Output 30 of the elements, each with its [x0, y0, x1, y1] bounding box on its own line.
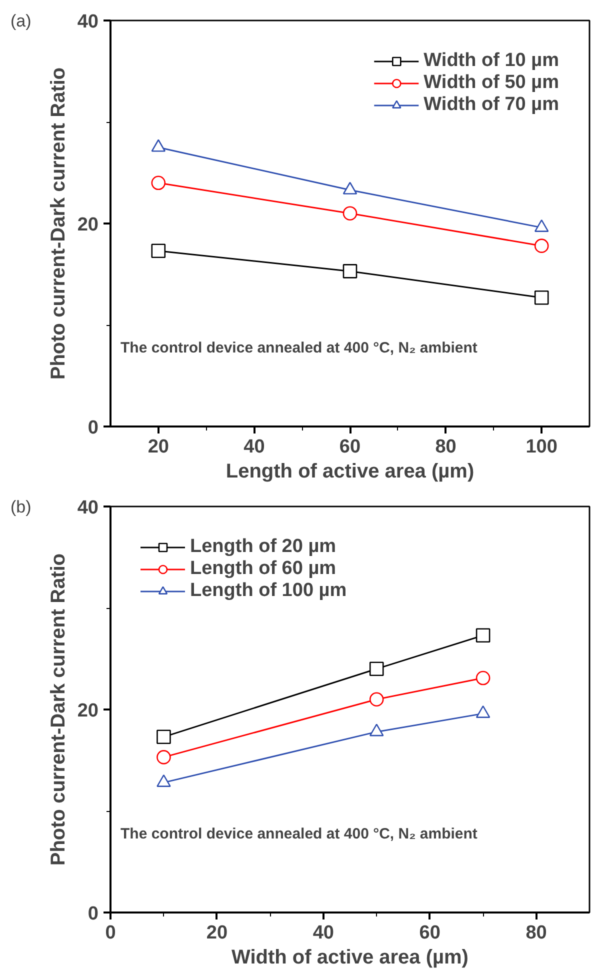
y-tick-label: 40 — [77, 12, 99, 32]
text: (b) — [10, 498, 32, 516]
x-tick-label: 60 — [339, 436, 361, 458]
x-tick-label: 20 — [206, 922, 228, 944]
y-tick-label: 0 — [88, 904, 99, 924]
y-tick-label: 0 — [88, 418, 99, 438]
y-tick-label: 20 — [77, 214, 99, 236]
legend-label: Length of 60 µm — [190, 558, 336, 580]
x-tick-label: 80 — [526, 922, 547, 944]
y-axis-title: Photo current-Dark current Ratio — [47, 553, 70, 866]
text: (a) — [10, 12, 32, 30]
legend-label: Width of 50 µm — [424, 72, 559, 94]
x-axis-title: Width of active area (µm) — [232, 946, 468, 968]
x-tick-label: 40 — [312, 922, 334, 944]
y-tick-label: 20 — [77, 700, 99, 722]
legend-label: Width of 70 µm — [424, 94, 559, 116]
x-tick-label: 100 — [526, 436, 558, 458]
x-tick-label: 40 — [244, 436, 265, 458]
annotation: The control device annealed at 400 °C, N₂ ambient — [120, 826, 478, 842]
legend-label: Length of 20 µm — [190, 536, 336, 558]
x-tick-label: 20 — [148, 436, 169, 458]
annotation: The control device annealed at 400 °C, N₂ ambient — [120, 340, 478, 356]
x-axis-title: Length of active area (µm) — [226, 460, 474, 482]
y-tick-label: 40 — [77, 498, 99, 518]
legend-label: Length of 100 µm — [190, 580, 347, 602]
legend-label: Width of 10 µm — [424, 50, 559, 72]
x-tick-label: 60 — [419, 922, 440, 944]
y-axis-title: Photo current-Dark current Ratio — [47, 67, 70, 380]
x-tick-label: 0 — [105, 922, 116, 944]
x-tick-label: 80 — [435, 436, 456, 458]
